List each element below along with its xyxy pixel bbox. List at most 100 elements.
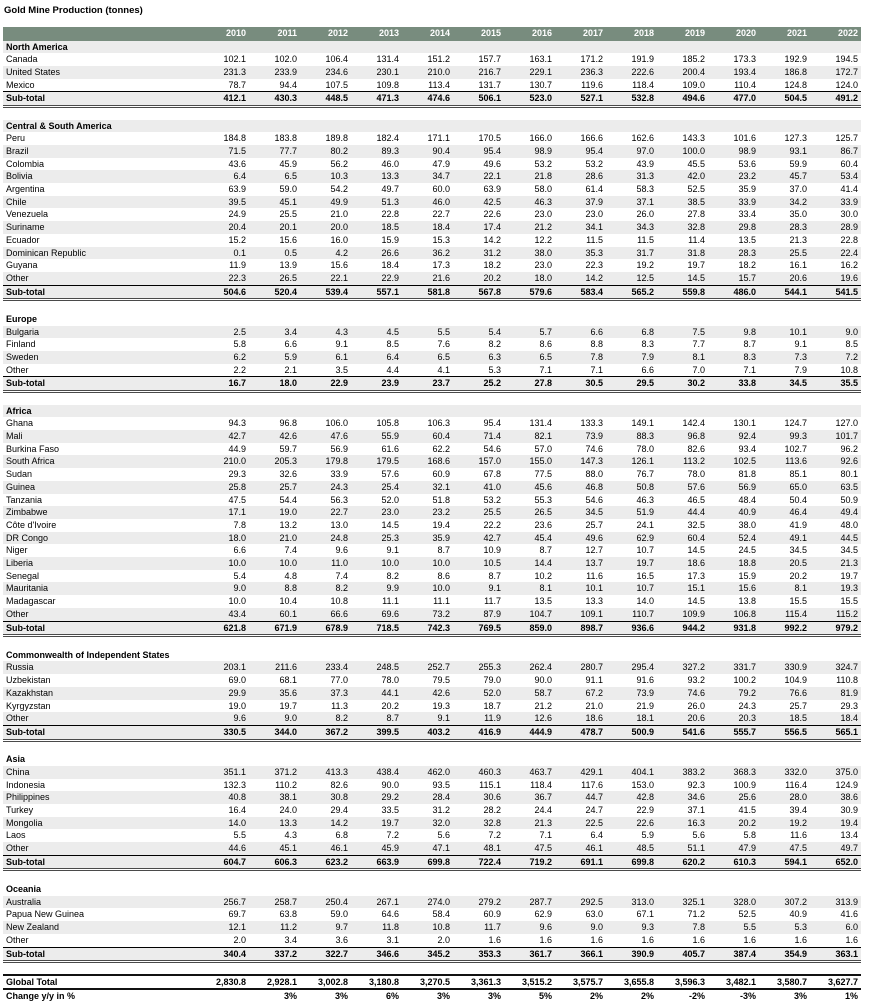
value-cell: 7.6 [437,339,450,350]
empty-cell [300,649,351,662]
value-cell: 29.3 [228,469,246,480]
country-row: Mongolia 14.0 13.3 14.2 19.7 32.0 32.8 21.3 22.5… [3,816,861,830]
value-cell: 113.4 [428,79,450,90]
year-label: 2011 [249,27,300,41]
value-cell: 15.9 [738,570,756,581]
gap-cell [708,740,759,754]
gap-cell [657,635,708,649]
value-cell: 51.8 [432,494,450,505]
value-cell: 77.0 [330,675,348,686]
value-cell: 186.8 [759,65,810,79]
empty-cell [249,753,300,766]
value-cell: 85.1 [789,469,807,480]
subtotal-value: 363.1 [810,946,861,964]
empty-cell [198,404,249,418]
value-cell: 222.6 [606,65,657,79]
value-cell: 34.5 [840,545,858,556]
value-cell: 49.7 [381,184,399,195]
value-cell: 74.6 [585,443,603,454]
value-cell: 6.3 [453,350,504,364]
value-cell: 53.2 [534,158,552,169]
value-cell: 22.1 [453,170,504,184]
value-cell: 21.0 [249,531,300,545]
value-cell: 14.4 [504,557,555,570]
value-cell: 78.0 [381,675,399,686]
value-cell: 78.7 [228,79,246,90]
subtotal-value: 992.2 [759,620,810,638]
country-label: Madagascar [6,596,56,607]
value-cell: 185.2 [682,54,705,65]
value-cell: 46.1 [300,842,351,856]
country-row: Bolivia 6.4 6.5 10.3 13.3 34.7 22.1 21.8 28.6 31.… [3,170,861,184]
value-cell: 104.9 [784,675,807,686]
country-row: United States 231.3 233.9 234.6 230.1 210.0 21… [3,65,861,79]
country-row: DR Congo 18.0 21.0 24.8 25.3 35.9 42.7 45.4 49.6… [3,531,861,545]
subtotal-value: 532.8 [606,91,657,108]
empty-cell [402,883,453,896]
value-cell: 351.1 [198,765,249,779]
value-cell: 42.7 [198,429,249,443]
value-cell: 7.1 [539,830,552,841]
subtotal-label: Sub-total [3,284,198,302]
year-label: 2021 [759,27,810,41]
empty-cell [708,119,759,133]
value-cell: 71.4 [453,429,504,443]
value-cell: 77.7 [249,144,300,158]
value-cell: 44.1 [351,686,402,700]
value-cell: 0.1 [198,246,249,260]
value-cell: 25.5 [759,246,810,260]
value-cell: 216.7 [453,65,504,79]
value-cell: 6.0 [810,921,861,934]
value-cell: 4.3 [284,830,297,841]
value-cell: 35.3 [555,246,606,260]
value-cell: 45.5 [687,158,705,169]
value-cell: 19.2 [759,816,810,830]
gap-cell [708,961,759,975]
country-row: Liberia 10.0 10.0 11.0 10.0 10.0 10.5 14.4 13.7 1… [3,557,861,570]
value-cell: 3.4 [249,325,300,339]
value-cell: 53.6 [738,158,756,169]
value-cell: 131.7 [478,79,501,90]
subtotal-value: 430.3 [249,91,300,108]
value-cell: 15.2 [228,234,246,245]
value-cell: 35.0 [789,209,807,220]
value-cell: 210.0 [198,455,249,469]
country-row: Laos 5.5 4.3 6.8 7.2 5.6 7.2 7.1 6.4 5.9 5.6 5.8 11.… [3,829,861,842]
value-cell: 52.0 [381,494,399,505]
value-cell: 30.9 [840,804,858,815]
gap-cell [657,106,708,120]
value-cell: 5.9 [641,830,654,841]
value-cell: 89.3 [351,144,402,158]
value-cell: 79.0 [483,675,501,686]
value-cell: 3.1 [386,934,399,945]
value-cell: 8.2 [386,570,399,581]
country-row: Chile 39.5 45.1 49.9 51.3 46.0 42.5 46.3 37.9 37.… [3,195,861,209]
empty-cell [402,119,453,133]
value-cell: 9.0 [555,921,606,934]
empty-cell [402,313,453,326]
country-label: Côte d'Ivoire [6,519,57,530]
value-cell: 328.0 [708,895,759,909]
empty-cell [351,649,402,662]
subtotal-value: 18.0 [249,376,300,394]
value-cell: 41.6 [840,909,858,920]
value-cell: 35.6 [249,686,300,700]
empty-cell [810,649,861,662]
value-cell: 45.4 [504,531,555,545]
country-row: Burkina Faso 44.9 59.7 56.9 61.6 62.2 54.6 57.0… [3,443,861,456]
value-cell: 109.1 [555,607,606,622]
gap-cell [555,740,606,754]
gap-cell [606,106,657,120]
value-cell: 233.9 [249,65,300,79]
value-cell: 97.0 [606,144,657,158]
value-cell: 62.9 [606,531,657,545]
value-cell: 93.1 [759,144,810,158]
value-cell: 4.2 [300,246,351,260]
value-cell: 24.1 [636,519,654,530]
subtotal-value: 557.1 [351,284,402,302]
value-cell: 98.9 [504,144,555,158]
subtotal-value: 405.7 [657,946,708,964]
subtotal-value: 579.6 [504,284,555,302]
value-cell: 10.4 [279,596,297,607]
